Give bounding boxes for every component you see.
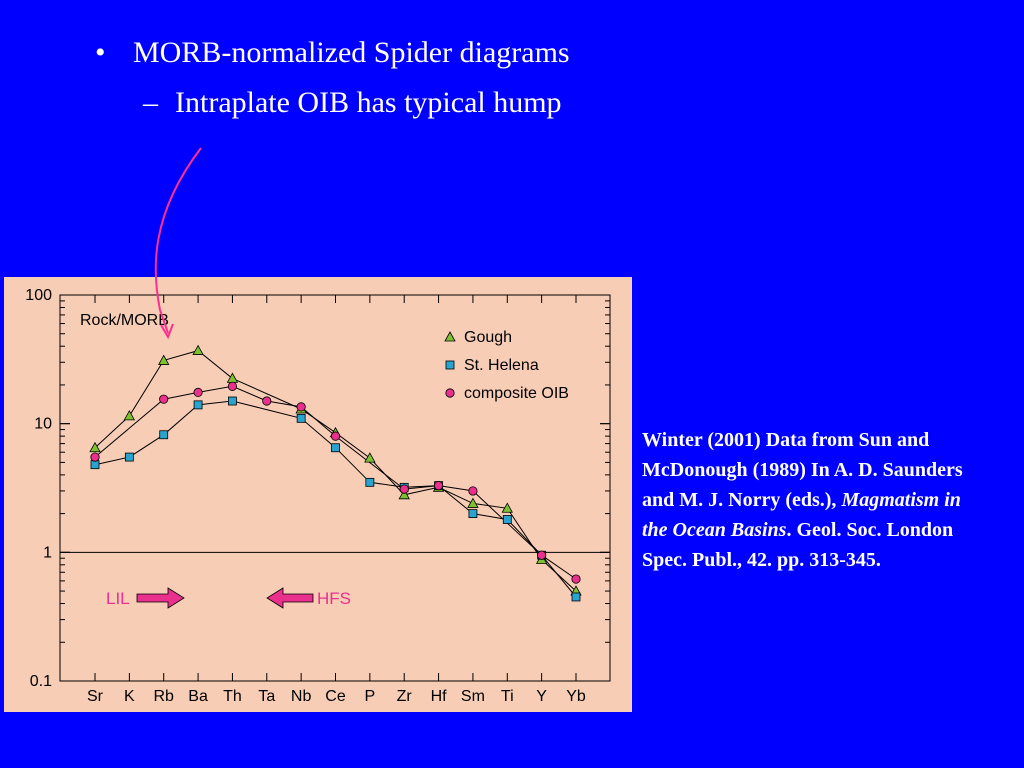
x-tick-label: Ce [325, 688, 346, 705]
x-tick-label: Sm [461, 688, 485, 705]
data-point-square [502, 515, 512, 524]
x-tick-label: K [124, 688, 135, 705]
legend-marker-triangle [444, 331, 456, 342]
data-point-circle [433, 481, 444, 491]
data-point-triangle [89, 441, 101, 453]
data-point-triangle [158, 354, 170, 365]
y-tick-label: 1 [43, 544, 52, 561]
legend-label: Gough [464, 329, 512, 346]
series-line-2 [94, 385, 577, 580]
citation-part-2: . Geol. Soc. London Spec. Publ., 42. pp.… [642, 519, 954, 571]
data-point-circle [90, 452, 100, 462]
legend-label: composite OIB [464, 385, 569, 402]
spider-diagram: 100 10 1 0.1 Sr K Rb Ba Th Ta Nb Ce P Zr Hf Sm Ti Y Yb Rock… [25, 287, 611, 705]
data-point-square [296, 413, 306, 423]
legend-label: St. Helena [464, 357, 539, 374]
series-line-1 [94, 400, 577, 598]
sub-bullet-text: Intraplate OIB has typical hump [175, 86, 562, 119]
plot-frame [59, 294, 611, 682]
data-point-square [124, 452, 134, 462]
y-tick-label: 0.1 [30, 673, 52, 690]
x-tick-label: Yb [566, 688, 586, 705]
x-tick-label: Th [223, 688, 242, 705]
x-tick-label: Zr [397, 688, 413, 705]
citation-text: Winter (2001) Data from Sun and McDonoug… [642, 425, 972, 575]
sub-bullet-marker: – [143, 86, 158, 119]
lil-arrow [136, 587, 185, 609]
citation-part-1: Winter (2001) Data from Sun and McDonoug… [642, 429, 963, 511]
data-point-square [331, 443, 340, 453]
x-tick-label: Sr [87, 688, 104, 705]
legend-marker-circle [445, 388, 455, 398]
bullet-marker: • [95, 36, 106, 69]
data-point-square [468, 509, 478, 519]
data-point-triangle [398, 488, 410, 500]
bullet-line-2: – Intraplate OIB has typical hump [143, 86, 562, 120]
x-tick-label: Ti [501, 688, 514, 705]
data-point-triangle [192, 344, 204, 355]
x-tick-label: Hf [431, 688, 448, 705]
data-point-circle [468, 486, 478, 496]
data-point-circle [399, 484, 409, 494]
data-point-square [228, 396, 237, 406]
lil-label: LIL [106, 589, 130, 608]
x-tick-label: Rb [153, 688, 174, 705]
x-tick-label: Ta [258, 688, 275, 705]
data-point-circle [537, 550, 547, 560]
data-point-square [365, 477, 375, 487]
bullet-line-1: • MORB-normalized Spider diagrams [95, 36, 570, 70]
data-point-circle [330, 431, 341, 441]
data-point-square [159, 430, 169, 440]
x-tick-label: Y [536, 688, 547, 705]
spider-diagram-panel: 100 10 1 0.1 Sr K Rb Ba Th Ta Nb Ce P Zr Hf Sm Ti Y Yb Rock… [4, 277, 632, 712]
data-point-circle [262, 396, 272, 406]
bullet-text: MORB-normalized Spider diagrams [133, 36, 570, 69]
data-point-circle [193, 387, 203, 397]
x-tick-label: Ba [188, 688, 208, 705]
hfs-arrow [266, 587, 314, 609]
y-axis-label: Rock/MORB [80, 312, 169, 329]
data-point-circle [296, 402, 306, 412]
x-tick-label: P [365, 688, 376, 705]
data-point-square [571, 592, 581, 602]
hfs-label: HFS [317, 589, 351, 608]
y-tick-label: 100 [25, 287, 52, 304]
data-point-circle [227, 381, 238, 391]
data-point-circle [159, 394, 169, 404]
series-line-0 [94, 350, 577, 592]
y-tick-label: 10 [34, 416, 52, 433]
legend-marker-square [445, 360, 455, 370]
x-tick-label: Nb [291, 688, 312, 705]
data-point-triangle [467, 497, 479, 508]
data-point-square [193, 400, 203, 410]
data-point-triangle [226, 372, 239, 383]
citation-book-title: Magmatism in the Ocean Basins [642, 489, 961, 541]
data-point-circle [571, 574, 581, 584]
data-point-triangle [501, 502, 513, 513]
data-point-triangle [364, 452, 376, 463]
data-point-square [90, 460, 100, 470]
data-point-triangle [123, 410, 136, 421]
